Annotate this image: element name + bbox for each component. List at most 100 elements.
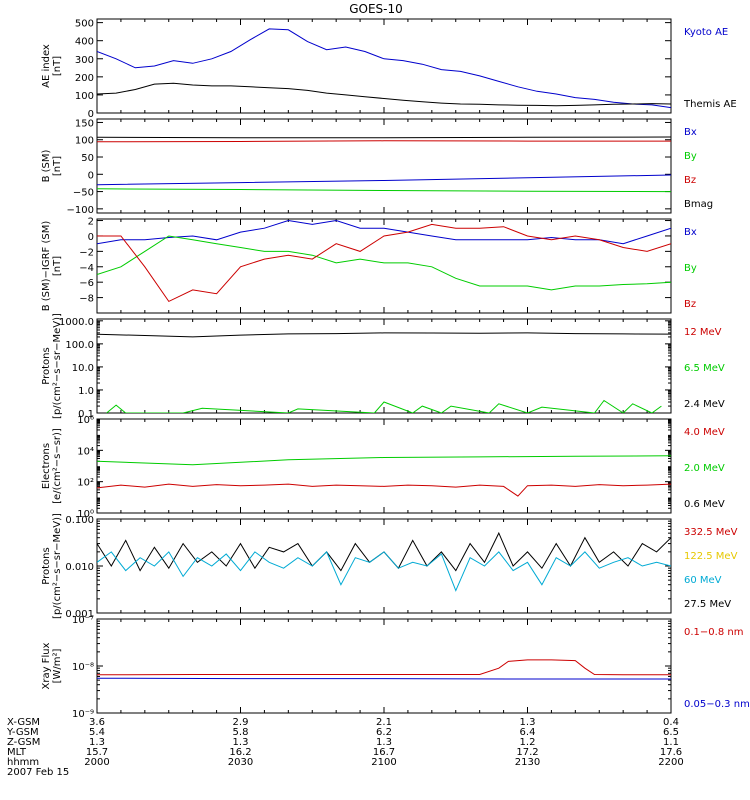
y-axis-label: [nT] [52,56,63,76]
panel-frame [96,618,672,714]
legend-label: 2.4 MeV [684,399,725,410]
panel-frame [96,218,672,314]
y-tick-label: 0 [88,232,94,243]
y-axis-label: Electrons [41,443,52,489]
ephemeris-value: 1.3 [233,737,249,748]
ephemeris-value: 2130 [515,757,540,768]
figure-title: GOES-10 [349,2,403,16]
ephemeris-value: 15.7 [86,747,108,758]
ephemeris-value: 16.2 [229,747,251,758]
y-axis-label: Xray Flux [41,642,52,689]
y-tick-label: 100 [75,91,94,102]
y-tick-label: 10⁻⁹ [72,709,94,720]
ephemeris-value: 2000 [84,757,109,768]
y-tick-label: 150 [75,118,94,129]
y-tick-label: −4 [79,263,94,274]
y-tick-label: 400 [75,37,94,48]
y-axis-label: B (SM) [41,149,52,182]
y-tick-label: −50 [73,188,94,199]
y-tick-label: 1.0 [78,386,94,397]
series-line-bx [97,136,671,139]
series-line-themis-ae [97,82,671,107]
legend-label: 27.5 MeV [684,599,731,610]
legend-label: Bx [684,227,697,238]
panel-2: −100 −50 0 50 100 150 B (SM) [nT] Bx By Bz Bmag [41,118,713,215]
series-line-6-5-mev [106,399,662,413]
y-tick-label: 0 [88,109,94,120]
legend-label: 332.5 MeV [684,527,738,538]
ephemeris-row-name: hhmm [7,757,39,768]
panel-frame [96,418,672,514]
ephemeris-value: 6.4 [520,727,536,738]
ephemeris-value: 2.9 [233,717,249,728]
y-tick-label: 500 [75,19,94,30]
y-axis-label: [e/(cm²−s−sr)] [52,428,63,504]
y-tick-label: −100 [67,205,94,216]
series-line-0-1-0-8-nm [97,659,671,676]
y-axis-label: [nT] [52,256,63,276]
ephemeris-row-name: Y-GSM [6,727,39,738]
ephemeris-value: 2100 [371,757,396,768]
ephemeris-value: 1.2 [520,737,536,748]
series-line-12-mev [97,332,671,338]
legend-label: Kyoto AE [684,27,728,38]
ephemeris-value: 5.4 [89,727,105,738]
ephemeris-value: 6.5 [663,727,679,738]
legend-label: By [684,151,697,162]
series-line-by [97,235,671,291]
y-tick-label: 50 [81,153,94,164]
ephemeris-table: X-GSM 3.6 2.9 2.1 1.3 0.4 Y-GSM 5.4 5.8 6.2 6.4 6.5… [6,717,684,768]
y-axis-label: [nT] [52,156,63,176]
y-tick-label: 300 [75,55,94,66]
series-line-0-05-0-3-nm [97,677,671,680]
ephemeris-value: 1.3 [520,717,536,728]
ephemeris-value: 17.2 [516,747,538,758]
ephemeris-value: 2200 [658,757,683,768]
ephemeris-value: 5.8 [233,727,249,738]
y-tick-label: 10² [77,478,94,489]
y-tick-label: 0.001 [65,609,94,620]
legend-label: 12 MeV [684,327,722,338]
legend-label: 0.05−0.3 nm [684,699,750,710]
y-axis-label: [p/(cm²−s−sr−MeV)] [52,313,63,419]
legend-label: 0.6 MeV [684,499,725,510]
series-line-by [97,140,671,143]
series-line-bz [97,174,671,186]
y-tick-label: −2 [79,247,94,258]
legend-label: Bmag [684,199,713,210]
series-line-bz [97,223,671,303]
ephemeris-value: 0.4 [663,717,679,728]
legend-label: 4.0 MeV [684,427,725,438]
y-tick-label: 0 [88,170,94,181]
legend-label: By [684,263,697,274]
legend-label: 6.5 MeV [684,363,725,374]
panel-7: 10⁻⁹ 10⁻⁸ 10⁻⁷ Xray Flux [W/m²] 0.1−0.8 nm 0.0… [41,615,750,720]
y-tick-label: 0.010 [65,562,94,573]
panel-frame [96,118,672,214]
y-axis-label: [W/m²] [52,648,63,683]
y-tick-label: 10⁶ [77,415,94,426]
series-line-4-0-mev [97,483,671,497]
y-tick-label: 10⁻⁷ [72,615,94,626]
panel-1: 0 100 200 300 400 500 AE index [nT] Kyoto AE Them… [41,18,737,120]
legend-label: 2.0 MeV [684,463,725,474]
y-tick-label: −8 [79,294,94,305]
ephemeris-value: 2.1 [376,717,392,728]
legend-label: 122.5 MeV [684,551,738,562]
date-label: 2007 Feb 15 [7,767,69,778]
y-tick-label: 10⁴ [77,446,94,457]
y-axis-label: Protons [41,347,52,384]
legend-label: Themis AE [683,99,737,110]
y-tick-label: 2 [88,217,94,228]
y-tick-label: 10.0 [72,363,94,374]
panel-6: 0.001 0.010 0.100 Protons [p/(cm²−s−sr−MeV)]… [41,513,738,620]
series-line-bx [97,219,671,245]
y-tick-label: 0.1 [78,409,94,420]
ephemeris-value: 2030 [228,757,253,768]
ephemeris-value: 17.6 [660,747,682,758]
legend-label: 0.1−0.8 nm [684,627,743,638]
ephemeris-row-name: X-GSM [7,717,40,728]
ephemeris-value: 1.3 [376,737,392,748]
y-tick-label: 100 [75,136,94,147]
